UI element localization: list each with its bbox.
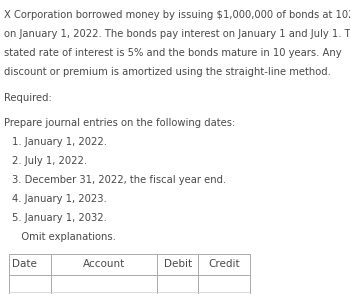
Text: Required:: Required: [4, 94, 52, 104]
Text: X Corporation borrowed money by issuing $1,000,000 of bonds at 102: X Corporation borrowed money by issuing … [4, 10, 350, 20]
Text: Credit: Credit [209, 259, 240, 269]
Text: discount or premium is amortized using the straight-line method.: discount or premium is amortized using t… [4, 67, 331, 77]
Bar [9, 254, 250, 295]
Text: 3. December 31, 2022, the fiscal year end.: 3. December 31, 2022, the fiscal year en… [12, 175, 226, 185]
Text: Date: Date [12, 259, 36, 269]
Text: stated rate of interest is 5% and the bonds mature in 10 years. Any: stated rate of interest is 5% and the bo… [4, 48, 342, 58]
Text: 2. July 1, 2022.: 2. July 1, 2022. [12, 156, 87, 166]
Text: 5. January 1, 2032.: 5. January 1, 2032. [12, 213, 106, 223]
Text: on January 1, 2022. The bonds pay interest on January 1 and July 1. The: on January 1, 2022. The bonds pay intere… [4, 29, 350, 39]
Text: 4. January 1, 2023.: 4. January 1, 2023. [12, 194, 106, 204]
Text: 1. January 1, 2022.: 1. January 1, 2022. [12, 137, 107, 147]
Text: Prepare journal entries on the following dates:: Prepare journal entries on the following… [4, 118, 235, 128]
Text: Debit: Debit [164, 259, 192, 269]
Text: Omit explanations.: Omit explanations. [12, 232, 116, 242]
Text: Account: Account [83, 259, 126, 269]
